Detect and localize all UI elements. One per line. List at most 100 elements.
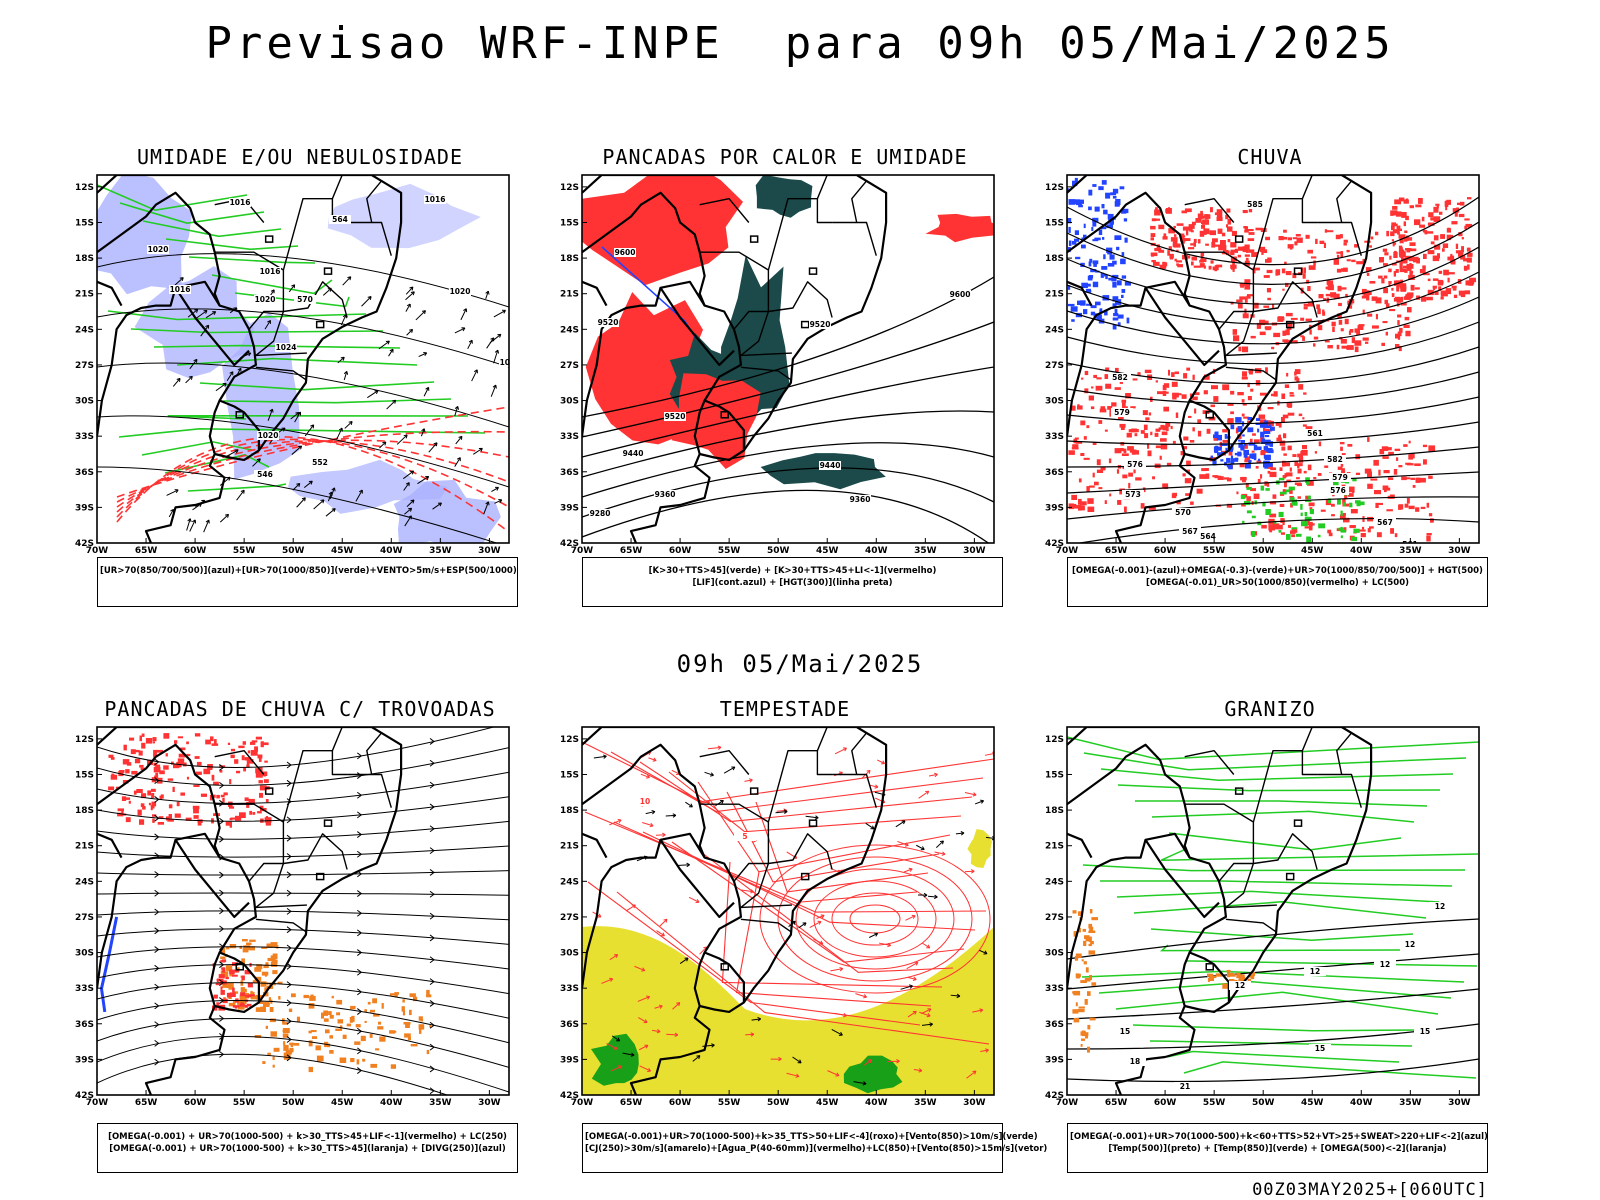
low-level-jet-contour: [582, 741, 994, 803]
convergence-contour: [777, 856, 973, 982]
red-convection-area: [232, 987, 235, 993]
red-rain-area: [1244, 284, 1251, 290]
red-rain-area: [1392, 241, 1395, 247]
red-rain-area: [1406, 498, 1410, 504]
red-rain-area: [1267, 257, 1272, 263]
red-rain-area: [1341, 468, 1345, 473]
green-omega-area: [1306, 536, 1312, 543]
red-convection-area: [246, 764, 250, 768]
red-convection-area: [241, 975, 245, 981]
contour-label: 9520: [598, 318, 619, 327]
red-convection-area: [150, 805, 153, 811]
red-rain-area: [1404, 503, 1409, 508]
red-rain-area: [1433, 235, 1439, 241]
arrow-head: [980, 799, 985, 804]
red-convection-area: [186, 776, 189, 780]
red-rain-area: [1392, 206, 1398, 210]
red-convection-area: [259, 785, 267, 791]
red-rain-area: [1394, 199, 1401, 205]
red-rain-area: [1183, 373, 1188, 379]
red-rain-area: [1241, 399, 1245, 403]
green-omega-area: [1338, 527, 1344, 531]
lake-outline: [264, 235, 274, 243]
state-border: [740, 311, 792, 357]
arrow-head: [757, 1016, 762, 1022]
streamline-arrow: [429, 759, 435, 767]
red-convection-area: [229, 779, 232, 785]
red-rain-area: [1142, 410, 1148, 416]
lat-tick-label: 15S: [75, 218, 94, 228]
lon-tick-label: 30W: [478, 546, 501, 556]
red-rain-area: [1221, 232, 1226, 237]
arrow-head: [843, 747, 847, 752]
red-rain-area: [1182, 226, 1190, 231]
temp-500-contour: [1067, 953, 1479, 990]
red-convection-area: [248, 798, 255, 805]
blue-omega-area: [1112, 260, 1117, 265]
wind-vector: [903, 868, 913, 873]
humidity-contour: [167, 415, 469, 420]
red-rain-area: [1383, 470, 1390, 474]
red-rain-area: [1406, 477, 1411, 480]
isobar: [97, 466, 499, 543]
arrow-head: [597, 913, 602, 918]
red-rain-area: [1415, 507, 1420, 512]
red-rain-area: [1242, 476, 1246, 483]
lon-tick-label: 45W: [331, 546, 354, 556]
blue-omega-area: [1234, 457, 1239, 460]
streamline-arrow: [286, 779, 292, 787]
red-convection-area: [156, 749, 164, 753]
lat-tick-label: 27S: [1045, 361, 1064, 371]
red-rain-area: [1155, 428, 1161, 432]
red-convection-area: [151, 805, 155, 809]
streamline-arrow: [219, 907, 225, 915]
red-convection-area: [117, 812, 124, 817]
red-rain-area: [1100, 467, 1106, 471]
lon-tick-label: 55W: [233, 546, 256, 556]
orange-convection-area: [329, 1014, 334, 1019]
orange-convection-area: [409, 1009, 412, 1016]
wind-vector: [830, 968, 843, 972]
arrow-head: [348, 420, 353, 425]
red-rain-area: [1391, 239, 1394, 242]
red-rain-area: [1343, 239, 1348, 243]
panel-title: PANCADAS DE CHUVA C/ TROVOADAS: [104, 697, 496, 721]
red-rain-area: [1354, 346, 1359, 353]
wind-vector: [215, 382, 227, 392]
contour-label: 21: [1180, 1082, 1190, 1091]
red-rain-area: [1362, 337, 1369, 341]
red-convection-area: [151, 793, 155, 798]
red-rain-area: [1108, 458, 1112, 464]
red-rain-area: [1168, 228, 1176, 234]
run-info-footer: 00Z03MAY2025+[060UTC]: [1252, 1180, 1488, 1200]
red-convection-area: [158, 816, 164, 819]
red-rain-area: [1306, 279, 1310, 284]
red-rain-area: [1187, 255, 1191, 259]
red-rain-area: [1415, 477, 1421, 483]
blue-omega-area: [1085, 288, 1091, 293]
red-convection-area: [218, 974, 225, 979]
state-border: [1301, 175, 1322, 199]
red-rain-area: [1300, 317, 1305, 321]
red-rain-area: [1287, 237, 1292, 241]
wind-vector: [494, 499, 503, 504]
red-rain-area: [1309, 329, 1312, 335]
red-rain-area: [1235, 427, 1239, 434]
red-convection-area: [222, 967, 226, 973]
red-rain-area: [1280, 532, 1285, 535]
red-convection-area: [229, 821, 232, 828]
red-convection-area: [220, 990, 225, 995]
main-title: Previsao WRF-INPE para 09h 05/Mai/2025: [205, 18, 1395, 69]
arrow-head: [731, 766, 736, 771]
red-convection-area: [134, 749, 140, 753]
blue-omega-area: [1088, 206, 1092, 211]
wind-vector: [897, 840, 909, 846]
blue-omega-area: [1078, 204, 1083, 208]
red-rain-area: [1400, 296, 1404, 302]
red-rain-area: [1128, 429, 1133, 433]
red-rain-area: [1336, 254, 1340, 258]
lat-tick-label: 39S: [1045, 503, 1064, 513]
contour-label: 15: [1315, 1044, 1325, 1053]
lat-tick-label: 12S: [75, 183, 94, 193]
arrow-head: [456, 457, 461, 462]
